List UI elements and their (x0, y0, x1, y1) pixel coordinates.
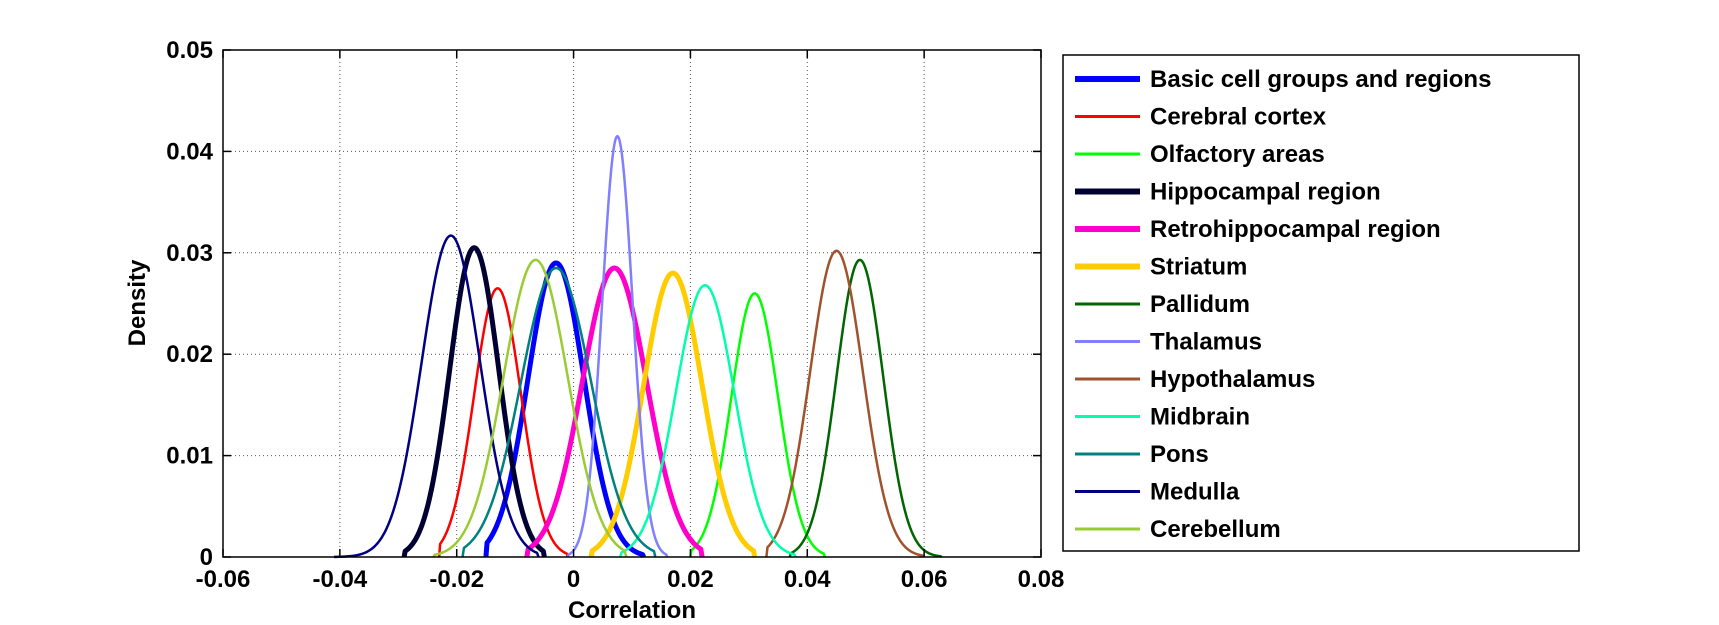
legend-label-basic-cell-groups-and-regions: Basic cell groups and regions (1150, 66, 1491, 93)
density-curves (333, 134, 943, 559)
legend-label-pons: Pons (1150, 441, 1209, 468)
legend-box (1062, 54, 1580, 552)
legend-label-thalamus: Thalamus (1150, 329, 1262, 356)
curve-retrohippocampal-region (524, 265, 705, 558)
curve-olfactory-areas (689, 292, 827, 558)
legend-label-retrohippocampal-region: Retrohippocampal region (1150, 216, 1441, 243)
plot-frame (222, 49, 1042, 558)
curve-medulla (333, 234, 540, 559)
curve-midbrain (619, 284, 797, 558)
legend-label-midbrain: Midbrain (1150, 404, 1250, 431)
legend: Basic cell groups and regions Cerebral co… (1062, 54, 1580, 552)
x-tick-label: 0.04 (784, 566, 831, 593)
curve-hippocampal-region (401, 245, 547, 558)
legend-label-striatum: Striatum (1150, 254, 1247, 281)
y-tick-label: 0.05 (166, 37, 213, 64)
y-axis-title: Density (124, 259, 151, 346)
x-tick-label: 0.02 (667, 566, 714, 593)
x-axis-title: Correlation (568, 597, 696, 624)
curve-hypothalamus (765, 249, 926, 558)
legend-label-cerebral-cortex: Cerebral cortex (1150, 104, 1327, 131)
x-tick-label: -0.06 (196, 566, 251, 593)
curve-pallidum (788, 258, 943, 559)
curve-pons (461, 266, 657, 558)
y-tick-label: 0.02 (166, 341, 213, 368)
axis-ticks: -0.06 -0.04 -0.02 0 0.02 0.04 0.06 0.08 0 0.01 0.0… (166, 37, 1064, 593)
x-tick-label: 0.08 (1018, 566, 1065, 593)
x-tick-label: 0 (567, 566, 580, 593)
curve-striatum (588, 270, 758, 558)
y-tick-label: 0.01 (166, 443, 213, 470)
y-tick-label: 0.04 (166, 138, 213, 165)
legend-label-pallidum: Pallidum (1150, 291, 1250, 318)
y-tick-label: 0.03 (166, 240, 213, 267)
legend-label-medulla: Medulla (1150, 479, 1240, 506)
curve-thalamus (566, 134, 669, 558)
legend-label-cerebellum: Cerebellum (1150, 516, 1281, 543)
x-tick-label: -0.04 (313, 566, 368, 593)
legend-label-olfactory-areas: Olfactory areas (1150, 141, 1325, 168)
x-tick-label: -0.02 (429, 566, 484, 593)
legend-label-hypothalamus: Hypothalamus (1150, 366, 1315, 393)
legend-label-hippocampal-region: Hippocampal region (1150, 179, 1381, 206)
curve-cerebellum (432, 258, 628, 558)
y-tick-label: 0 (200, 544, 213, 571)
x-tick-label: 0.06 (901, 566, 948, 593)
